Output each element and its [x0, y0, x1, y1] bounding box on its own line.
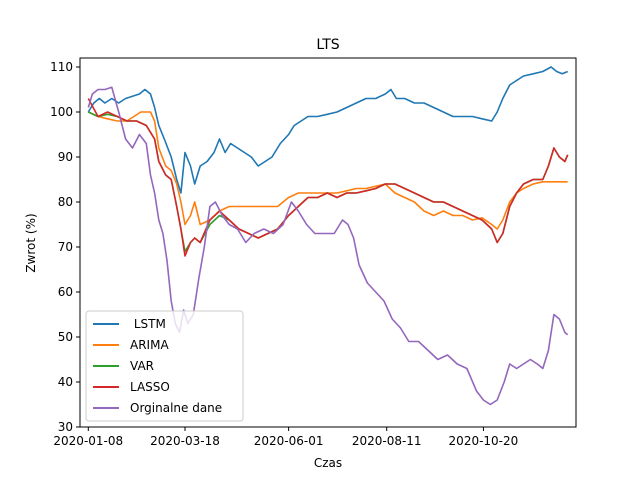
- series-line-3: [87, 98, 569, 257]
- series-line-4: [87, 86, 569, 406]
- x-tick-label: 2020-08-11: [352, 434, 422, 448]
- legend-label-4: Orginalne dane: [130, 401, 222, 415]
- y-tick-label: 80: [58, 195, 73, 209]
- x-tick-label: 2020-10-20: [449, 434, 519, 448]
- y-tick-label: 70: [58, 240, 73, 254]
- y-tick-label: 30: [58, 420, 73, 434]
- series-line-0: [87, 66, 569, 194]
- legend: LSTM ARIMA VAR LASSO Orginalne dane: [85, 310, 244, 422]
- y-tick-label: 60: [58, 285, 73, 299]
- y-axis-label: Zwrot (%): [24, 213, 38, 272]
- plot-frame: [79, 57, 577, 428]
- y-tick-label: 50: [58, 330, 73, 344]
- legend-label-2: VAR: [130, 359, 154, 373]
- y-tick-label: 40: [58, 375, 73, 389]
- plot-lines: [87, 66, 569, 406]
- legend-box: [85, 310, 244, 422]
- x-tick-label: 2020-03-18: [150, 434, 220, 448]
- chart-title: LTS: [316, 37, 339, 53]
- y-tick-label: 110: [50, 60, 73, 74]
- y-tick-label: 90: [58, 150, 73, 164]
- x-axis: 2020-01-08 2020-03-18 2020-06-01 2020-08-11…: [53, 427, 518, 448]
- x-axis-label: Czas: [314, 456, 342, 470]
- legend-label-0: LSTM: [130, 317, 166, 331]
- x-tick-label: 2020-01-08: [53, 434, 123, 448]
- y-axis: 30 40 50 60 70 80 90 100 110: [50, 60, 80, 434]
- legend-label-1: ARIMA: [130, 338, 169, 352]
- x-tick-label: 2020-06-01: [254, 434, 324, 448]
- legend-label-3: LASSO: [130, 380, 170, 394]
- y-tick-label: 100: [50, 105, 73, 119]
- series-line-1: [87, 111, 568, 230]
